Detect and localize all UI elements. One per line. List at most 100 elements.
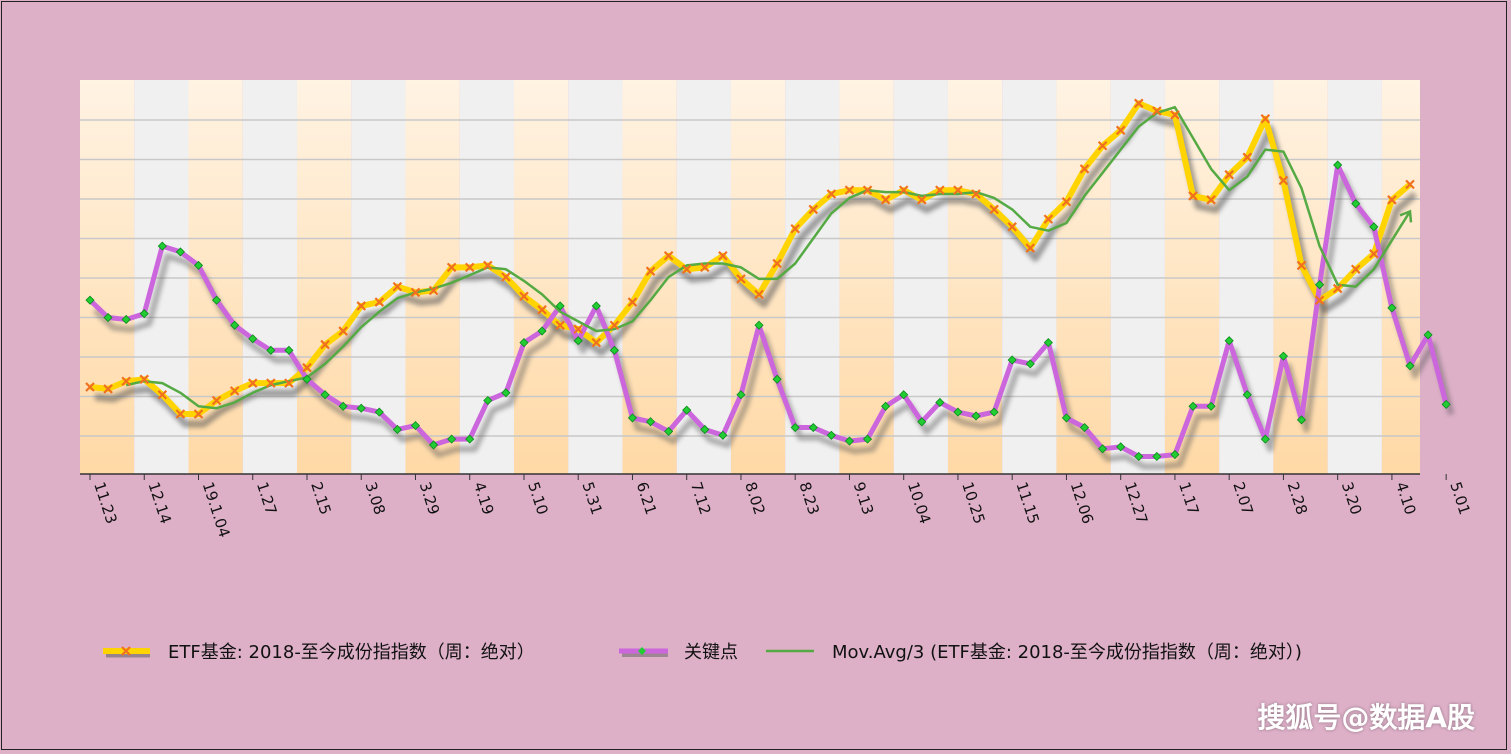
etf-point <box>1061 196 1072 207</box>
x-tick-label: 11.15 <box>1012 480 1042 526</box>
etf-point <box>609 320 620 331</box>
key-point <box>157 241 167 251</box>
key-point <box>1387 303 1397 313</box>
key-point <box>1007 355 1017 365</box>
etf-point <box>1079 164 1090 174</box>
x-tick-label: 19.1.04 <box>199 480 234 540</box>
key-point <box>1188 401 1198 411</box>
key-point <box>899 390 909 400</box>
key-point <box>573 336 583 346</box>
x-tick-label: 3.20 <box>1338 480 1365 517</box>
key-point <box>465 434 475 444</box>
x-tick-label: 2.07 <box>1229 480 1256 517</box>
etf-point <box>211 395 222 406</box>
etf-point <box>1314 295 1325 305</box>
key-point <box>881 401 891 411</box>
etf-point <box>917 195 927 205</box>
key-point <box>447 434 457 444</box>
plot-area <box>85 98 1455 470</box>
key-point <box>682 405 692 415</box>
key-point <box>1369 222 1379 232</box>
key-point <box>1134 451 1144 462</box>
etf-point <box>718 250 728 261</box>
band <box>568 80 623 474</box>
key-point <box>1025 359 1035 369</box>
legend: ETF基金: 2018-至今成份指指数（周：绝对） 关键点 Mov.Avg/3 (E… <box>103 642 1302 663</box>
etf-point <box>591 337 602 348</box>
legend-label-etf: ETF基金: 2018-至今成份指指数（周：绝对） <box>168 642 535 663</box>
key-point <box>808 422 818 433</box>
legend-marker-etf <box>121 646 131 656</box>
etf-point <box>1369 249 1379 259</box>
x-tick-label: 5.01 <box>1446 480 1473 517</box>
etf-point <box>229 386 240 396</box>
key-point <box>175 247 185 257</box>
etf-point <box>193 409 204 419</box>
key-point <box>266 345 276 355</box>
key-point <box>645 417 656 427</box>
x-tick-label: 8.23 <box>795 480 822 517</box>
etf-point <box>446 262 457 273</box>
key-point <box>1441 399 1451 409</box>
etf-point <box>808 204 819 215</box>
key-point <box>826 430 836 440</box>
band <box>839 80 894 474</box>
etf-point <box>302 362 312 373</box>
key-point <box>428 440 439 450</box>
etf-point <box>284 378 294 388</box>
etf-point <box>103 384 113 394</box>
etf-point <box>247 378 258 388</box>
key-point <box>519 338 529 348</box>
etf-point <box>121 376 131 386</box>
x-tick-label: 1.17 <box>1175 480 1202 517</box>
band <box>1002 80 1057 474</box>
key-point <box>1405 361 1415 371</box>
key-point <box>139 309 149 319</box>
key-point <box>1116 442 1126 452</box>
etf-point <box>1188 191 1198 201</box>
key-point <box>356 403 366 413</box>
band <box>405 80 460 474</box>
key-point <box>193 260 204 270</box>
etf-point <box>754 289 764 300</box>
band <box>513 80 569 474</box>
x-tick-label: 12.14 <box>144 480 174 526</box>
key-point <box>609 345 619 355</box>
series-line-key-points <box>88 162 1449 459</box>
x-tick-label: 5.10 <box>524 480 551 517</box>
key-point <box>1296 415 1307 425</box>
etf-point <box>1350 264 1361 275</box>
etf-point <box>338 326 348 336</box>
key-point <box>862 434 873 444</box>
etf-point <box>1242 152 1253 163</box>
key-point <box>736 390 746 400</box>
etf-point <box>356 301 367 311</box>
etf-point <box>1133 98 1144 109</box>
etf-point <box>736 274 746 284</box>
key-point <box>1242 390 1252 400</box>
x-tick-label: 10.04 <box>904 480 934 526</box>
etf-point <box>772 258 782 269</box>
etf-point <box>790 223 800 234</box>
x-tick-label: 1.27 <box>253 480 280 517</box>
etf-point <box>663 250 674 261</box>
key-point <box>1061 413 1072 423</box>
key-point <box>320 390 330 400</box>
etf-point <box>844 185 855 195</box>
key-point <box>1260 434 1270 444</box>
trend-arrow <box>1399 209 1413 223</box>
etf-point <box>700 262 710 273</box>
key-point <box>483 395 493 406</box>
etf-point <box>1387 195 1397 205</box>
key-point <box>212 295 222 305</box>
key-point <box>410 421 421 431</box>
etf-point <box>392 281 403 292</box>
key-point <box>85 295 95 305</box>
etf-point <box>627 297 638 307</box>
key-point <box>555 301 565 311</box>
etf-point <box>537 305 547 315</box>
x-tick-label: 3.08 <box>361 480 388 517</box>
x-tick-label: 2.28 <box>1284 480 1311 517</box>
key-point <box>1206 401 1216 411</box>
